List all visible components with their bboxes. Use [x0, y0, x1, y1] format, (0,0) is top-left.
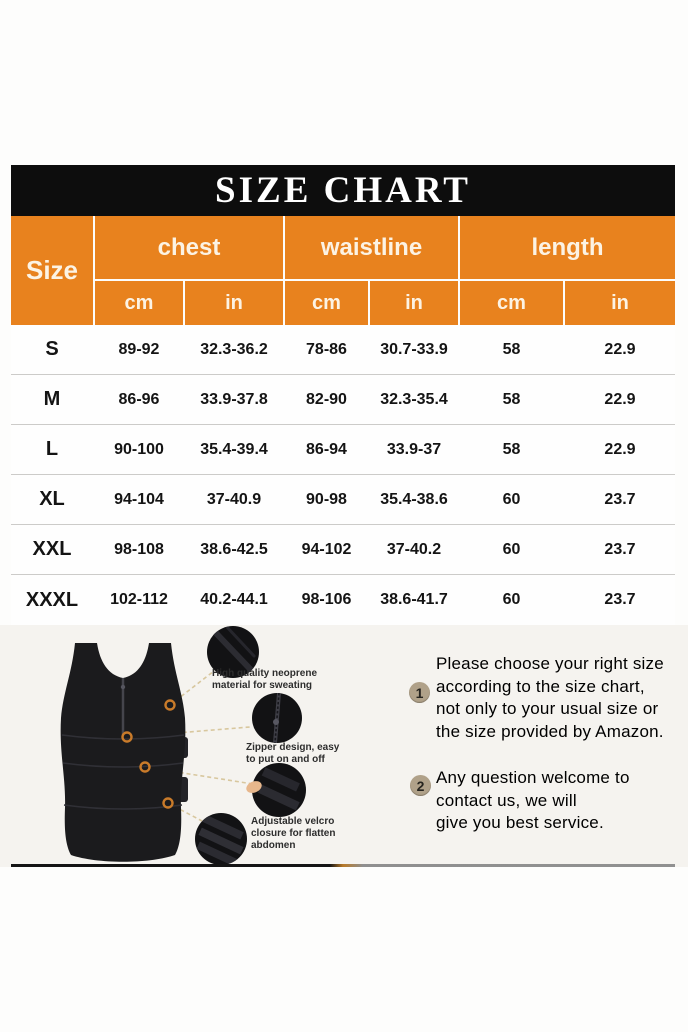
table-row: XL 94-104 37-40.9 90-98 35.4-38.6 60 23.…	[11, 475, 675, 525]
vest-zipper-pull	[120, 684, 126, 690]
value-cell: 60	[502, 540, 521, 558]
note-number: 2	[416, 777, 425, 794]
note-line: contact us, we will	[436, 790, 577, 810]
note-1-text: Please choose your right size according …	[436, 653, 664, 743]
value-cell: 98-106	[301, 591, 352, 608]
feature-marker-icon	[162, 797, 174, 809]
size-cell: M	[43, 388, 61, 410]
feature-caption-line: to put on and off	[246, 754, 325, 765]
header-length-in: in	[565, 281, 675, 325]
feature-caption-line: material for sweating	[212, 680, 313, 691]
note-line: Please choose your right size	[436, 654, 664, 673]
value-cell: 37-40.2	[386, 540, 442, 558]
value-cell: 98-108	[114, 540, 164, 558]
feature-caption-zipper: Zipper design, easy to put on and off	[246, 742, 339, 766]
value-cell: 32.3-36.2	[200, 340, 268, 358]
value-cell: 94-102	[301, 540, 352, 558]
velcro-press-closeup-icon	[246, 763, 306, 817]
value-cell: 90-98	[306, 490, 347, 508]
velcro-straps-closeup-icon	[195, 813, 247, 865]
value-cell: 38.6-42.5	[200, 540, 268, 558]
value-cell: 78-86	[306, 340, 347, 358]
value-cell: 22.9	[604, 440, 636, 458]
feature-caption-neoprene: High quality neoprene material for sweat…	[212, 668, 317, 692]
table-row: M 86-96 33.9-37.8 82-90 32.3-35.4 58 22.…	[11, 375, 675, 425]
header-length-cm: cm	[460, 281, 563, 325]
feature-caption-line: abdomen	[251, 840, 296, 851]
value-cell: 90-100	[114, 440, 164, 458]
size-cell: L	[45, 438, 59, 460]
value-cell: 23.7	[604, 540, 636, 558]
value-cell: 33.9-37.8	[200, 390, 268, 408]
value-cell: 23.7	[604, 490, 636, 508]
value-cell: 40.2-44.1	[200, 591, 268, 608]
value-cell: 38.6-41.7	[380, 591, 448, 608]
size-cell: XL	[39, 488, 65, 510]
header-waist-in: in	[370, 281, 458, 325]
header-chest-cm: cm	[95, 281, 183, 325]
value-cell: 94-104	[114, 490, 164, 508]
table-row: XXL 98-108 38.6-42.5 94-102 37-40.2 60 2…	[11, 525, 675, 575]
value-cell: 58	[502, 340, 521, 358]
note-line: not only to your usual size or	[436, 699, 659, 718]
feature-marker-icon	[164, 699, 176, 711]
zipper-closeup-icon	[252, 693, 302, 743]
note-1-badge: 1	[409, 682, 430, 703]
value-cell: 33.9-37	[386, 440, 442, 458]
size-cell: XXL	[32, 538, 72, 560]
note-line: give you best service.	[436, 813, 604, 832]
feature-marker-icon	[139, 761, 151, 773]
value-cell: 86-96	[118, 390, 160, 408]
title-bar: SIZE CHART	[11, 165, 675, 216]
feature-caption-line: High quality neoprene	[212, 668, 318, 679]
value-cell: 82-90	[306, 390, 347, 408]
value-cell: 86-94	[306, 440, 347, 458]
vest-illustration	[60, 626, 306, 865]
table-row: XXXL 102-112 40.2-44.1 98-106 38.6-41.7 …	[11, 575, 675, 625]
header-chest-in: in	[185, 281, 283, 325]
value-cell: 89-92	[118, 340, 160, 358]
value-cell: 22.9	[604, 340, 636, 358]
note-line: the size provided by Amazon.	[436, 721, 664, 741]
value-cell: 102-112	[110, 591, 168, 608]
value-cell: 22.9	[604, 390, 636, 408]
header-size: Size	[11, 216, 93, 325]
note-number: 1	[415, 684, 424, 701]
size-cell: S	[45, 338, 59, 360]
value-cell: 30.7-33.9	[380, 340, 448, 358]
value-cell: 60	[502, 591, 521, 608]
value-cell: 58	[502, 390, 521, 408]
vest-body	[60, 643, 186, 862]
table-row: S 89-92 32.3-36.2 78-86 30.7-33.9 58 22.…	[11, 325, 675, 375]
value-cell: 60	[502, 490, 521, 508]
note-2-badge: 2	[410, 775, 431, 796]
feature-marker-icon	[121, 731, 133, 743]
note-line: Any question welcome to	[436, 768, 630, 787]
feature-caption-line: Adjustable velcro	[251, 816, 335, 827]
page-title: SIZE CHART	[215, 170, 471, 211]
value-cell: 32.3-35.4	[380, 390, 448, 408]
value-cell: 23.7	[604, 591, 636, 608]
value-cell: 35.4-39.4	[200, 440, 268, 458]
feature-caption-line: Zipper design, easy	[246, 742, 340, 753]
value-cell: 37-40.9	[206, 490, 262, 508]
note-line: according to the size chart,	[436, 676, 645, 696]
header-waistline: waistline	[285, 216, 458, 279]
table-row: L 90-100 35.4-39.4 86-94 33.9-37 58 22.9	[11, 425, 675, 475]
header-chest: chest	[95, 216, 283, 279]
feature-caption-line: closure for flatten	[251, 828, 336, 839]
header-length: length	[460, 216, 675, 279]
product-info-section	[0, 625, 688, 867]
neoprene-closeup-icon	[207, 626, 259, 678]
note-2-text: Any question welcome to contact us, we w…	[436, 767, 630, 835]
value-cell: 58	[502, 440, 521, 458]
size-table: S 89-92 32.3-36.2 78-86 30.7-33.9 58 22.…	[11, 325, 675, 625]
bottom-divider	[11, 864, 675, 867]
size-cell: XXXL	[25, 588, 79, 611]
header-waist-cm: cm	[285, 281, 368, 325]
feature-caption-velcro: Adjustable velcro closure for flatten ab…	[251, 816, 335, 852]
table-header: Size chest waistline length cm in cm in …	[11, 216, 675, 325]
value-cell: 35.4-38.6	[380, 490, 448, 508]
